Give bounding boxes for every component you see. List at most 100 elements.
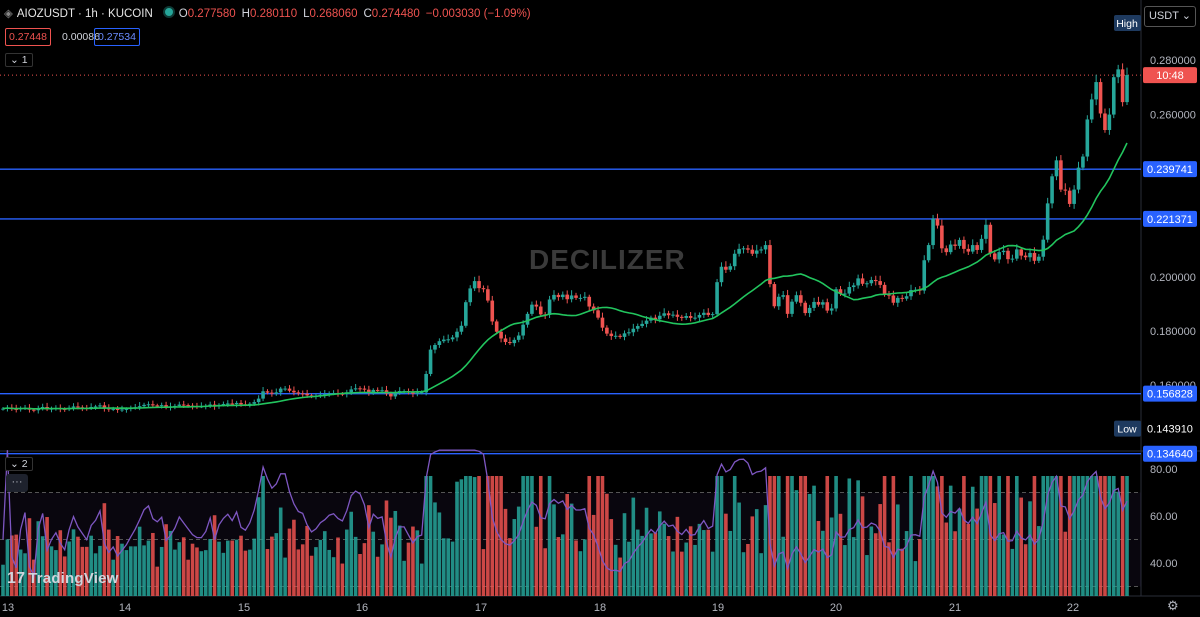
volume-bar (794, 490, 799, 596)
time-axis-tick: 19 (712, 602, 724, 614)
candle (283, 388, 287, 390)
market-status-icon (162, 6, 175, 18)
level-price-tag[interactable] (1143, 161, 1197, 178)
candle (768, 245, 772, 285)
price-axis-tick: 0.260000 (1150, 109, 1196, 121)
candle (472, 281, 477, 289)
volume-bar (913, 561, 918, 596)
volume-bar (508, 538, 512, 596)
candle (450, 337, 455, 340)
candle (481, 288, 486, 290)
candle (1076, 167, 1081, 190)
candle (984, 224, 988, 239)
symbol-title[interactable]: AIOZUSDT · 1h · KUCOIN (16, 8, 153, 20)
volume-bar (882, 476, 887, 596)
volume-bar (1054, 476, 1059, 596)
gear-icon[interactable]: ⚙ (1167, 598, 1179, 613)
volume-bar (1089, 476, 1094, 596)
candle (181, 404, 186, 406)
close-value: 0.274480 (371, 8, 420, 20)
volume-bar (918, 539, 922, 596)
volume-bar (146, 540, 151, 596)
volume-bar (173, 549, 177, 596)
time-axis-tick: 16 (356, 602, 368, 614)
volume-bar (208, 539, 212, 596)
volume-bar (728, 530, 733, 596)
candle (415, 392, 420, 394)
candle (565, 294, 570, 300)
volume-bar (367, 505, 371, 596)
candle (261, 391, 265, 399)
rsi-pane-collapse-button[interactable]: ⌄ 2 (5, 457, 33, 471)
candle (424, 373, 428, 393)
volume-bar (32, 559, 36, 596)
volume-bar (860, 496, 865, 596)
candle (719, 266, 724, 283)
volume-bar (962, 476, 966, 596)
level-price-tag[interactable] (1143, 210, 1197, 227)
symbol-legend: ◈ AIOZUSDT · 1h · KUCOIN O0.277580 H0.28011… (4, 6, 531, 20)
currency-select[interactable]: USDT ⌄ (1144, 6, 1196, 27)
candle (882, 284, 887, 295)
volume-bar (49, 546, 54, 596)
level-price-label: 0.156828 (1147, 389, 1193, 401)
buy-price-button[interactable]: 0.27534 (94, 28, 140, 46)
volume-bar (102, 503, 107, 596)
candle (1028, 252, 1032, 258)
candle (992, 253, 997, 260)
volume-bar (129, 546, 133, 596)
volume-bar (221, 552, 226, 596)
volume-bar (1111, 476, 1116, 596)
volume-bar (349, 511, 354, 596)
candle (437, 341, 442, 345)
candle (948, 244, 953, 253)
volume-bar (807, 494, 812, 596)
volume-bar (54, 550, 58, 596)
volume-bar (799, 476, 803, 596)
level-price-tag[interactable] (1143, 385, 1197, 402)
volume-bar (992, 503, 997, 596)
volume-bar (759, 553, 763, 596)
candle (477, 281, 481, 289)
volume-bar (433, 502, 437, 596)
candle (159, 405, 164, 407)
volume-bar (486, 476, 490, 596)
volume-bar (375, 556, 380, 596)
candle (1103, 113, 1107, 131)
candle (781, 295, 785, 297)
volume-bar (578, 551, 583, 596)
candle (715, 282, 719, 315)
volume-bar (1001, 534, 1006, 596)
volume-bar (1063, 531, 1068, 596)
candle (349, 389, 354, 393)
volume-bar (693, 544, 697, 596)
main-pane-collapse-button[interactable]: ⌄ 1 (5, 53, 33, 67)
candle (600, 317, 605, 328)
volume-bar (1125, 476, 1129, 596)
tradingview-logo[interactable]: 17 TradingView (7, 570, 119, 587)
rsi-line (2, 449, 1128, 579)
candle (922, 260, 927, 291)
candle (353, 388, 358, 390)
candle (512, 339, 517, 344)
candle (746, 248, 750, 250)
level-price-tag[interactable] (1143, 445, 1197, 462)
candle (239, 402, 243, 405)
candle (622, 333, 627, 337)
candle (115, 408, 120, 410)
watermark: DECILIZER (529, 244, 686, 275)
candle (530, 304, 534, 314)
candle (873, 280, 878, 282)
candle (40, 407, 45, 409)
sell-price-button[interactable]: 0.27448 (5, 28, 51, 46)
volume-bar (737, 502, 741, 596)
candle (940, 225, 944, 249)
open-value: 0.277580 (187, 8, 236, 20)
candle (931, 218, 935, 246)
volume-bar (754, 509, 759, 596)
candle (688, 316, 693, 318)
volume-bar (706, 529, 711, 596)
more-options-button[interactable]: ··· (6, 474, 28, 492)
volume-bar (953, 531, 957, 596)
